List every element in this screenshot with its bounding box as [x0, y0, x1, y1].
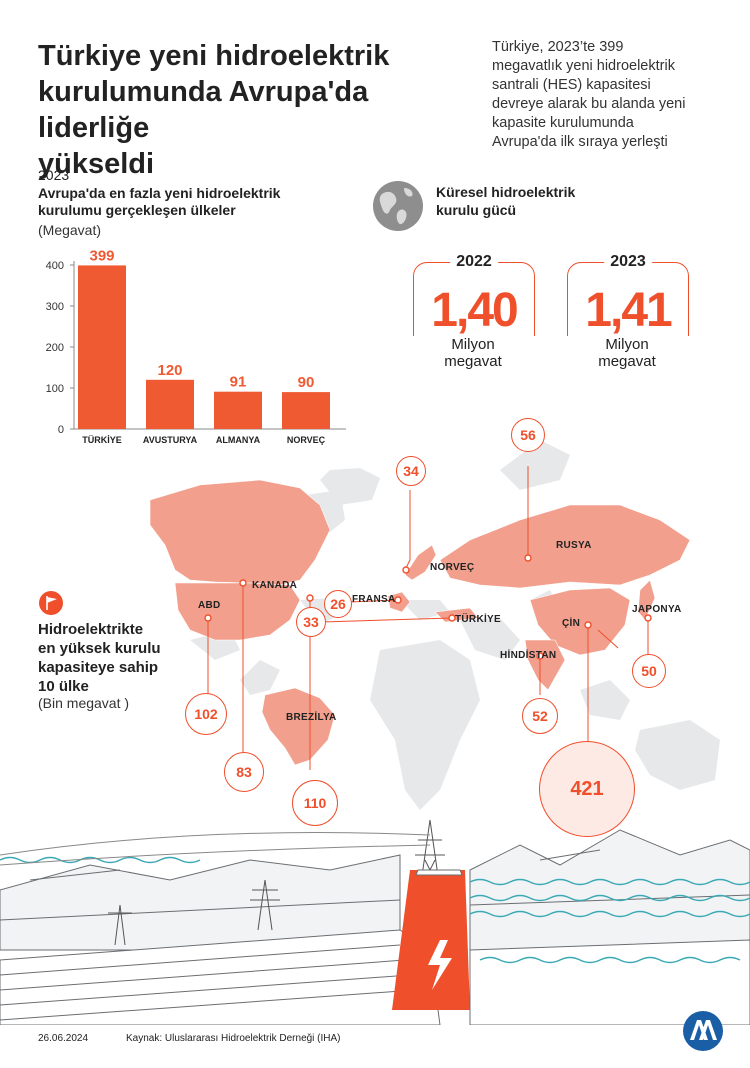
y-tick-label: 0 [58, 424, 64, 436]
map-dots [204, 554, 652, 660]
lightning-icon [428, 940, 452, 990]
value-bubble: 26 [324, 590, 352, 618]
value-bubble-large: 421 [539, 741, 635, 837]
stat-unit: Milyon megavat [557, 336, 697, 370]
value-bubble: 33 [296, 607, 326, 637]
map-japan [637, 579, 656, 621]
chart-year: 2023 [38, 167, 70, 183]
stat-box-2023: 2023 1,41 [567, 253, 689, 359]
y-tick-label: 300 [46, 301, 64, 313]
country-label: BREZİLYA [286, 712, 337, 723]
country-label: KANADA [252, 580, 298, 591]
bar [214, 391, 262, 429]
map-norway [404, 544, 437, 581]
footer-date: 26.06.2024 [38, 1033, 89, 1044]
bar [78, 265, 126, 429]
stat-unit: Milyon megavat [403, 336, 543, 370]
map-brazil [261, 687, 336, 766]
country-label: HİNDİSTAN [500, 650, 557, 661]
value-bubble: 34 [396, 456, 426, 486]
country-label: TÜRKİYE [455, 614, 501, 625]
map-china [529, 587, 631, 656]
country-label: JAPONYA [632, 604, 682, 615]
stat-box-2022: 2022 1,40 [413, 253, 535, 359]
value-bubble: 50 [632, 654, 666, 688]
map-land-highlight [149, 479, 691, 766]
stat-value: 1,41 [585, 284, 672, 337]
country-label: ÇİN [562, 618, 581, 629]
map-canada [149, 479, 331, 586]
stat-year: 2023 [604, 253, 652, 271]
country-label: NORVEÇ [430, 562, 475, 573]
bar [146, 379, 194, 429]
category-label: NORVEÇ [287, 435, 326, 445]
intro-text: Türkiye, 2023’te 399 megavatlık yeni hid… [492, 39, 686, 150]
page-title: Türkiye yeni hidroelektrik kurulumunda A… [38, 40, 390, 180]
chart-unit: (Megavat) [38, 222, 102, 238]
chart-title: Avrupa'da en fazla yeni hidroelektrik ku… [38, 185, 281, 218]
aa-logo [682, 1010, 724, 1052]
footer-source: Kaynak: Uluslararası Hidroelektrik Derne… [126, 1033, 341, 1044]
value-bubble: 83 [224, 752, 264, 792]
map-title: Hidroelektrikte en yüksek kurulu kapasit… [38, 621, 161, 695]
stat-value: 1,40 [431, 284, 518, 337]
y-tick-label: 400 [46, 260, 64, 272]
value-bubble: 52 [522, 698, 558, 734]
map-usa [174, 582, 301, 641]
country-label: RUSYA [556, 540, 592, 551]
bar-value-label: 399 [89, 247, 114, 264]
country-label: FRANSA [352, 594, 396, 605]
value-bubble: 110 [292, 780, 338, 826]
dam-illustration [0, 819, 750, 1025]
global-capacity-title: Küresel hidroelektrik kurulu gücü [436, 184, 576, 218]
bar-value-label: 91 [230, 374, 247, 391]
map-unit: (Bin megavat ) [38, 695, 130, 711]
category-label: AVUSTURYA [143, 435, 198, 445]
map-india [524, 639, 566, 691]
bar-value-label: 120 [157, 362, 182, 379]
bar [282, 392, 330, 429]
category-label: ALMANYA [216, 435, 261, 445]
bar-value-label: 90 [298, 374, 315, 391]
stat-year: 2022 [450, 253, 498, 271]
y-tick-label: 100 [46, 383, 64, 395]
map-russia [439, 504, 691, 589]
flag-icon [38, 590, 64, 621]
bar-chart: 0 100 200 300 400 399 TÜRKİYE 120 AVUSTURYA 91 ALM… [46, 247, 346, 445]
globe-icon [372, 180, 424, 237]
value-bubble: 56 [511, 418, 545, 452]
category-label: TÜRKİYE [82, 435, 122, 445]
y-tick-label: 200 [46, 342, 64, 354]
value-bubble: 102 [185, 693, 227, 735]
country-label: ABD [198, 600, 221, 611]
